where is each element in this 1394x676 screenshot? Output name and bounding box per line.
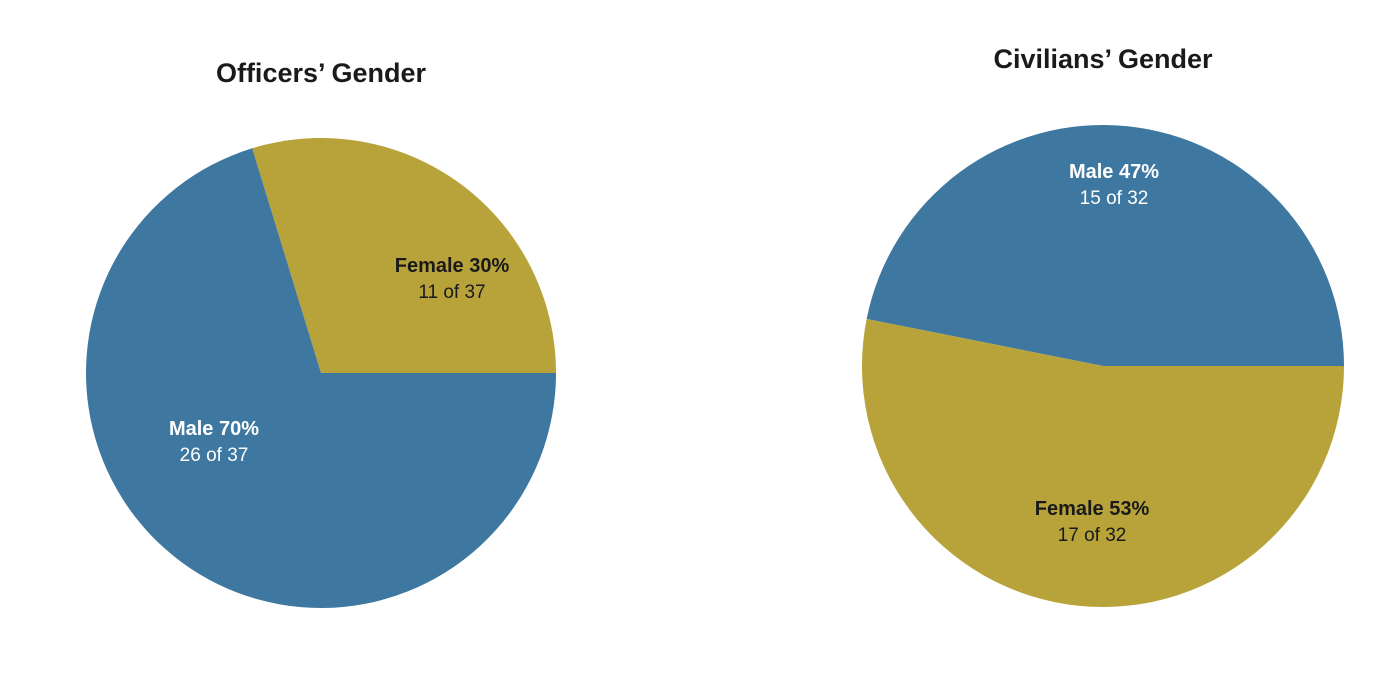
civilians-chart-title: Civilians’ Gender: [993, 44, 1213, 74]
civilians-male-count-label: 15 of 32: [1080, 188, 1149, 209]
officers-female-count-label: 11 of 37: [418, 282, 485, 303]
officers-chart-title: Officers’ Gender: [215, 58, 427, 88]
civilians-female-percent-label: Female 53%: [1035, 498, 1150, 520]
officers-male-percent-label: Male 70%: [169, 418, 259, 440]
civilians-slice-female: [862, 318, 1344, 607]
civilians-male-percent-label: Male 47%: [1069, 161, 1159, 183]
civilians-pie: Male 47% 15 of 32 Female 53% 17 of 32: [862, 124, 1344, 607]
officers-slice-male: [85, 148, 557, 609]
officers-pie: Female 30% 11 of 37 Male 70% 26 of 37: [85, 138, 557, 609]
officers-slice-female: [252, 138, 556, 373]
officers-male-count-label: 26 of 37: [180, 445, 249, 466]
civilians-female-count-label: 17 of 32: [1058, 525, 1127, 546]
officers-female-percent-label: Female 30%: [395, 255, 510, 277]
civilians-slice-male: [866, 124, 1344, 366]
